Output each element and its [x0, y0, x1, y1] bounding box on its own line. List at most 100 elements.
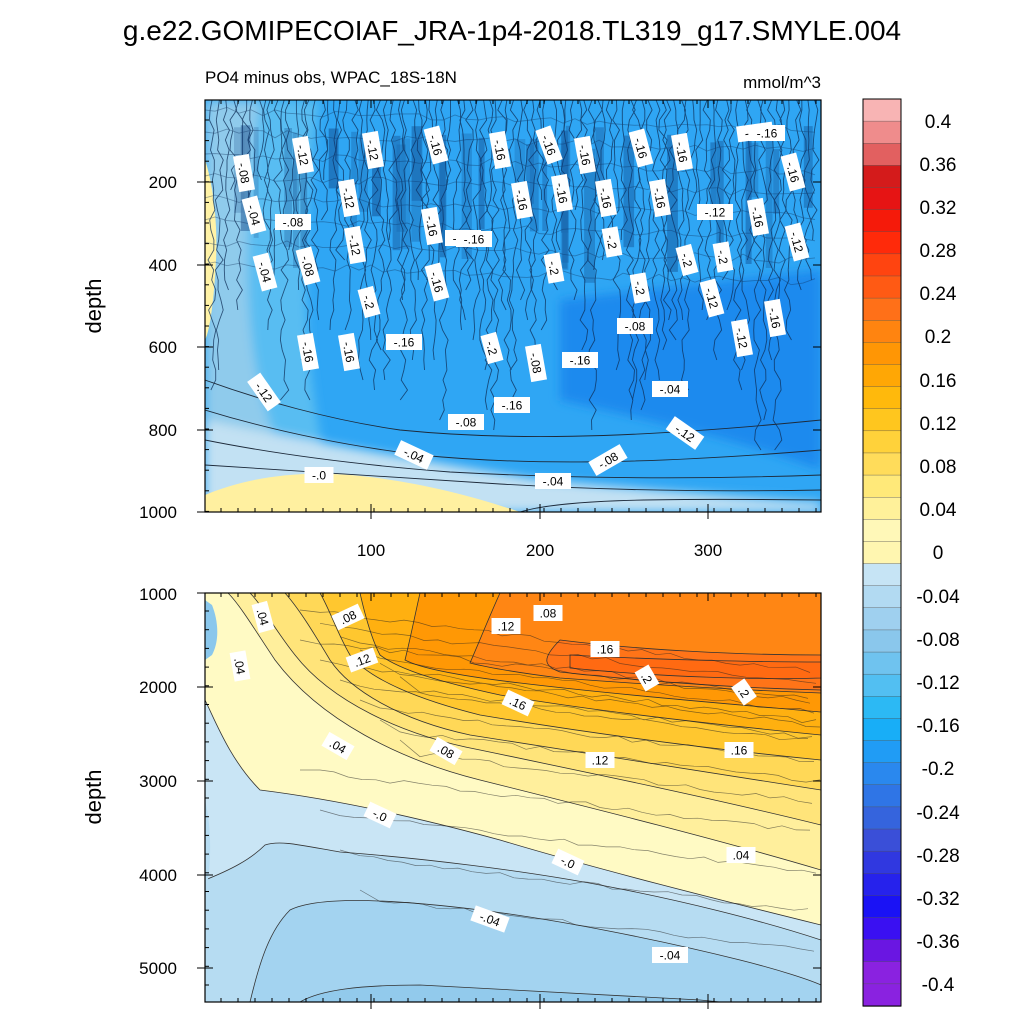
contour-label-bg: [241, 195, 267, 235]
top-dark-streak: [747, 142, 759, 198]
colorbar-cell: [862, 143, 902, 167]
contour-label-bg: [749, 125, 785, 141]
contour-label: -.16: [535, 125, 563, 165]
contour-label-bg: [746, 197, 770, 237]
top-contour-line: [625, 100, 636, 421]
contour-label-bg: [296, 332, 320, 372]
contour-label: -.16: [456, 231, 492, 247]
colorbar-cell: [862, 718, 902, 742]
colorbar-cell: [862, 297, 902, 321]
top-contour-line: [408, 100, 418, 361]
contour-label: -.16: [510, 180, 534, 220]
contour-label-bg: [343, 225, 367, 265]
top-contour-line: [229, 100, 239, 191]
colorbar-label: -0.36: [916, 932, 959, 953]
contour-label: -.16: [488, 130, 512, 170]
contour-label-text: -.04: [244, 203, 263, 227]
contour-label-bg: [543, 252, 565, 284]
contour-label-text: -.08: [456, 416, 477, 430]
contour-label-text: -.16: [427, 270, 446, 294]
top-contour-line: [382, 100, 392, 381]
colorbar-cell: [862, 607, 902, 631]
top-contour-line: [234, 100, 244, 311]
top-contour-line: [273, 100, 283, 281]
contour-label: -.04: [535, 473, 571, 489]
bottom-y-axis-label: depth: [81, 769, 106, 824]
colorbar-label: 0.16: [920, 371, 957, 392]
top-dark-streak: [773, 149, 780, 214]
top-dark-streak: [514, 139, 526, 208]
colorbar-cell: [862, 386, 902, 410]
colorbar-cell: [862, 873, 902, 897]
colorbar-label: -0.08: [916, 630, 959, 651]
bottom-contour-line: [399, 676, 813, 739]
contour-label-bg: [573, 135, 597, 175]
contour-label-bg: [331, 603, 365, 631]
top-contour-line: [256, 100, 265, 181]
colorbar-cell: [862, 983, 902, 1007]
top-contour-line: [568, 100, 579, 301]
bottom-left-blue: [205, 600, 218, 660]
colorbar-cell: [862, 474, 902, 498]
colorbar-label: 0.24: [920, 284, 957, 305]
colorbar-cell: [862, 673, 902, 697]
colorbar-label: -0.04: [916, 587, 960, 608]
contour-label-text: -.04: [543, 475, 564, 489]
contour-label-text: -.2: [483, 340, 500, 357]
contour-label: -.08: [295, 246, 321, 286]
colorbar-cell: [862, 519, 902, 543]
colorbar-cell: [862, 408, 902, 432]
bottom-contour-line: [359, 889, 815, 952]
contour-label-bg: [424, 262, 450, 302]
contour-label-text: -.16: [464, 233, 485, 247]
colorbar-frame: [862, 98, 902, 1007]
top-contour-line: [458, 100, 469, 321]
top-dark-streak: [293, 141, 299, 268]
colorbar-label: -0.16: [916, 716, 959, 737]
top-dark-streak: [529, 138, 539, 232]
top-contour-line: [205, 173, 816, 196]
contour-label-bg: [501, 689, 535, 717]
colorbar-cell: [862, 275, 902, 299]
top-dark-streak: [411, 140, 422, 242]
contour-label-bg: [533, 605, 563, 621]
top-contour-line: [205, 240, 816, 264]
contour-label: -.16: [494, 397, 530, 413]
contour-label-bg: [494, 397, 530, 413]
contour-label: .16: [501, 689, 535, 717]
contour-label-text: -.12: [346, 234, 363, 257]
bottom-contour-lines: [299, 609, 821, 952]
contour-label-text: -.04: [660, 383, 681, 397]
contour-label-bg: [429, 736, 463, 766]
contour-label-text: .04: [733, 849, 750, 863]
contour-label-text: -.12: [702, 286, 721, 310]
top-contour-line: [222, 100, 231, 291]
contour-label-bg: [730, 318, 754, 358]
contour-label-text: .04: [254, 607, 272, 627]
bottom-contour-labels: .04 .08 .08 .12 .04 .12 .16 .2 .2 .16 .04 .08 .12 .16…: [229, 600, 757, 963]
contour-label-text: .12: [352, 651, 373, 670]
colorbar-label: -0.12: [916, 673, 959, 694]
contour-label-text: .16: [507, 694, 528, 714]
colorbar-cell: [862, 320, 902, 344]
bottom-color-bands: [205, 593, 821, 926]
contour-label: -.04: [652, 381, 688, 397]
top-band-pale: [205, 100, 290, 512]
colorbar-cell: [862, 120, 902, 144]
top-positive-left: [205, 160, 217, 340]
top-dark-streak: [565, 125, 571, 188]
top-contour-line: [335, 100, 346, 261]
colorbar-cell: [862, 895, 902, 919]
colorbar-label: 0: [933, 543, 944, 564]
top-contour-line: [262, 100, 271, 271]
contour-label: -.0: [363, 801, 397, 829]
contour-label-text: -.16: [423, 215, 440, 238]
top-contour-line: [508, 100, 519, 401]
contour-label-bg: [252, 252, 278, 292]
top-contour-line: [292, 100, 302, 291]
contour-label: .12: [345, 647, 379, 673]
contour-label-bg: [420, 206, 444, 246]
bottom-contour-line: [300, 769, 811, 831]
contour-label: -.16: [763, 298, 787, 338]
contour-label-text: -.2: [545, 260, 561, 277]
